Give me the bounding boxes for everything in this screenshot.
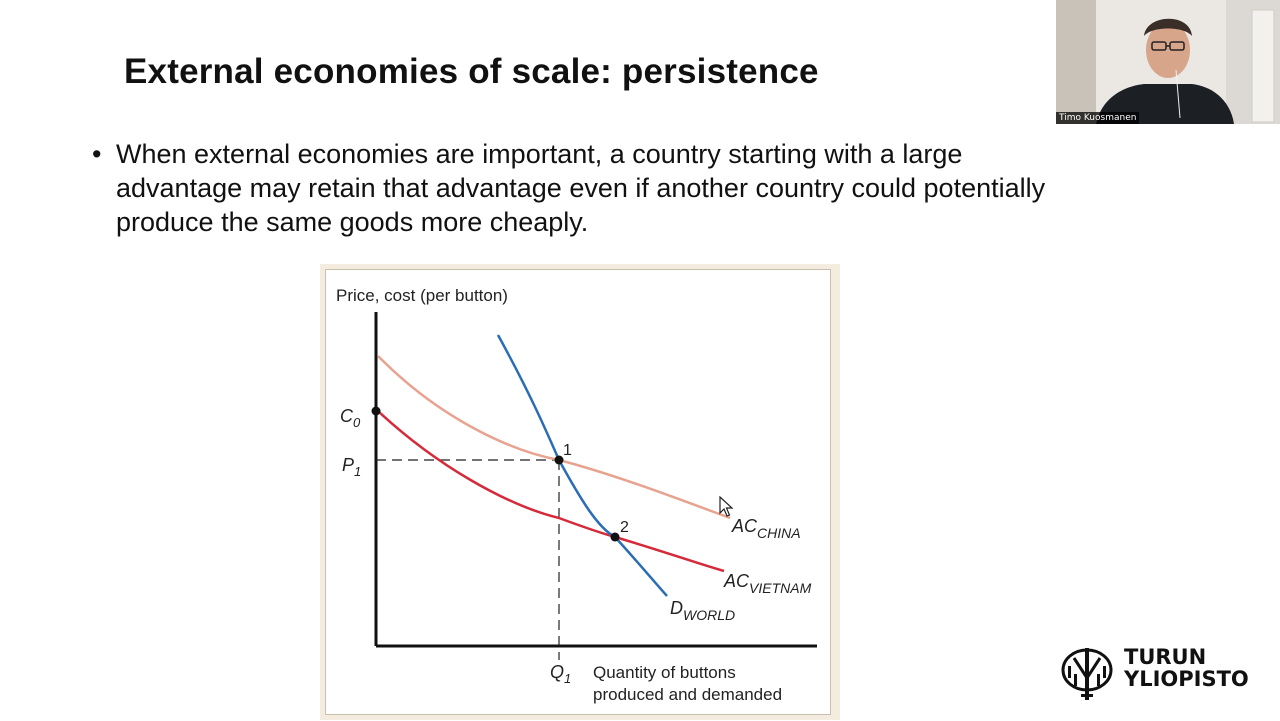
point-1 <box>554 455 564 465</box>
university-emblem-icon <box>1061 648 1113 700</box>
d-world-curve <box>496 334 668 597</box>
ac-vietnam-label: ACVIETNAM <box>723 571 812 596</box>
q1-label: Q1 <box>550 662 571 686</box>
point-2-label: 2 <box>620 519 629 536</box>
webcam-video[interactable]: Timo Kuosmanen <box>1056 0 1280 124</box>
y-axis-label: Price, cost (per button) <box>336 286 508 305</box>
p1-label: P1 <box>342 455 361 479</box>
mouse-cursor-icon <box>719 496 734 517</box>
d-world-label: DWORLD <box>670 598 735 623</box>
ac-china-curve <box>377 355 731 520</box>
point-2 <box>610 532 620 542</box>
slide-title: External economies of scale: persistence <box>124 52 819 91</box>
bullet-list: • When external economies are important,… <box>92 137 1082 239</box>
university-name: TURUN YLIOPISTO <box>1124 646 1249 690</box>
bullet-text: When external economies are important, a… <box>116 139 1046 237</box>
c0-label: C0 <box>340 406 361 430</box>
figure-panel: Price, cost (per button) C0 P1 Q1 1 2 <box>325 269 831 715</box>
university-logo: TURUN YLIOPISTO <box>1060 644 1260 704</box>
ac-vietnam-curve <box>377 410 725 573</box>
bullet-icon: • <box>92 139 102 169</box>
economics-chart: Price, cost (per button) C0 P1 Q1 1 2 <box>336 286 817 704</box>
figure-frame: Price, cost (per button) C0 P1 Q1 1 2 <box>320 264 840 720</box>
x-axis-label-line1: Quantity of buttons <box>593 663 736 682</box>
speaker-video-frame <box>1056 0 1280 124</box>
participant-name-label: Timo Kuosmanen <box>1056 112 1140 124</box>
ac-china-label: ACCHINA <box>731 516 801 541</box>
logo-line-1: TURUN <box>1124 645 1207 669</box>
x-axis-label-line2: produced and demanded <box>593 685 782 704</box>
point-1-label: 1 <box>563 442 572 459</box>
logo-line-2: YLIOPISTO <box>1124 667 1249 691</box>
point-c0 <box>371 406 381 416</box>
